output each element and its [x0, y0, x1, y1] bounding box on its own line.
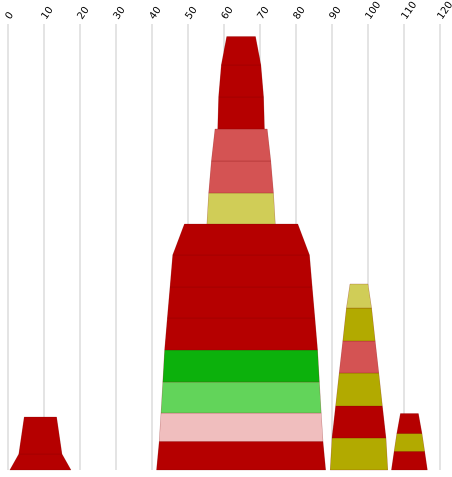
x-tick-label-120: 120	[435, 0, 452, 22]
segment-g0-0	[9, 453, 72, 471]
segment-g2-5	[346, 283, 372, 309]
segment-g1-10	[211, 128, 272, 162]
x-tick-label-20: 20	[75, 5, 91, 22]
segment-g1-2	[160, 381, 322, 414]
x-tick-label-50: 50	[183, 5, 199, 22]
segment-g2-3	[338, 340, 380, 374]
segment-g1-4	[164, 317, 318, 351]
x-tick-label-10: 10	[39, 5, 55, 22]
segment-g1-3	[162, 349, 320, 383]
x-tick-label-30: 30	[111, 5, 127, 22]
segment-g1-12	[218, 64, 264, 98]
segment-g1-0	[156, 441, 326, 471]
x-tick-label-0: 0	[3, 10, 16, 22]
x-tick-label-90: 90	[327, 5, 343, 22]
segment-g2-4	[342, 307, 376, 342]
x-tick-label-100: 100	[363, 0, 383, 22]
x-tick-label-40: 40	[147, 5, 163, 22]
segment-g1-13	[221, 36, 262, 66]
x-tick-labels: 0 10 20 30 40 50 60 70 80 90 100 110 120	[3, 0, 452, 22]
segment-g2-0	[329, 437, 389, 471]
segment-g2-1	[331, 405, 387, 439]
segment-g3-0	[391, 451, 428, 471]
segment-g1-8	[206, 192, 276, 225]
segment-g1-7	[172, 223, 310, 256]
x-tick-label-80: 80	[291, 5, 307, 22]
segment-g0-1	[18, 416, 63, 455]
x-tick-label-70: 70	[255, 5, 271, 22]
x-tick-label-60: 60	[219, 5, 235, 22]
pyramid-segments	[9, 36, 428, 471]
segment-g1-9	[208, 160, 274, 194]
segment-g1-5	[167, 286, 316, 319]
segment-g3-1	[393, 433, 425, 452]
segment-g3-2	[396, 413, 423, 434]
segment-g1-1	[158, 412, 324, 442]
segment-g2-2	[335, 372, 383, 407]
segment-g1-6	[169, 254, 313, 288]
segment-g1-11	[217, 96, 265, 130]
x-tick-label-110: 110	[399, 0, 419, 22]
